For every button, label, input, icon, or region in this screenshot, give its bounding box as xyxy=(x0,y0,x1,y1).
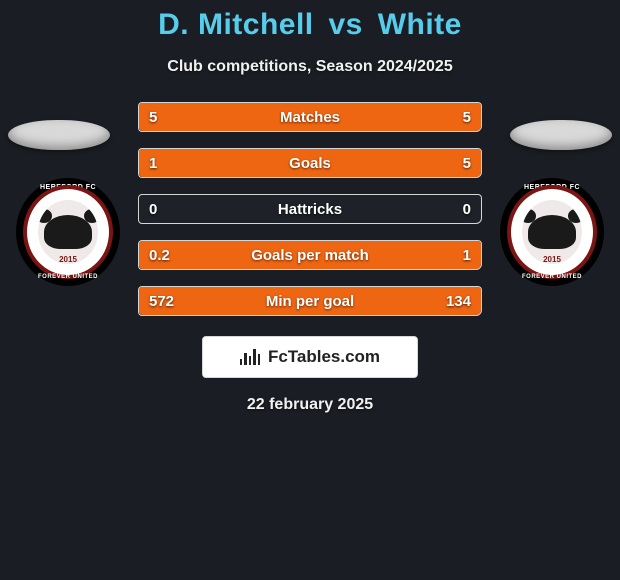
title-vs: vs xyxy=(328,8,362,41)
bar-label: Goals per match xyxy=(251,247,369,264)
bar-left-val: 1 xyxy=(149,155,157,172)
page-title: D. Mitchell vs White xyxy=(158,8,462,42)
stat-bar-gpm: 0.2 Goals per match 1 xyxy=(138,240,482,270)
bar-chart-icon xyxy=(240,349,260,365)
bar-right-val: 0 xyxy=(463,201,471,218)
bull-icon xyxy=(44,215,92,249)
player1-name: D. Mitchell xyxy=(158,8,314,41)
date-stamp: 22 february 2025 xyxy=(247,396,373,414)
stat-bar-hattricks: 0 Hattricks 0 xyxy=(138,194,482,224)
bar-left-val: 572 xyxy=(149,293,174,310)
bar-right-val: 134 xyxy=(446,293,471,310)
comparison-widget: D. Mitchell vs White Club competitions, … xyxy=(0,0,620,414)
brand-text: FcTables.com xyxy=(268,347,380,367)
bar-right-val: 1 xyxy=(463,247,471,264)
stat-bar-goals: 1 Goals 5 xyxy=(138,148,482,178)
bar-label: Min per goal xyxy=(266,293,354,310)
bar-left-val: 5 xyxy=(149,109,157,126)
crest-year: 2015 xyxy=(500,255,604,264)
bar-label: Matches xyxy=(280,109,340,126)
bull-icon xyxy=(528,215,576,249)
bar-right-val: 5 xyxy=(463,109,471,126)
stat-bar-mpg: 572 Min per goal 134 xyxy=(138,286,482,316)
stat-bars: 5 Matches 5 1 Goals 5 0 Hattricks 0 0.2 … xyxy=(138,102,482,316)
bar-fill-left xyxy=(139,149,194,177)
bar-left-val: 0.2 xyxy=(149,247,170,264)
crest-bottom-text: FOREVER UNITED xyxy=(16,274,120,280)
bar-label: Goals xyxy=(289,155,331,172)
bar-left-val: 0 xyxy=(149,201,157,218)
stat-bar-matches: 5 Matches 5 xyxy=(138,102,482,132)
player1-flag xyxy=(8,120,110,150)
subtitle: Club competitions, Season 2024/2025 xyxy=(167,58,452,76)
crest-bottom-text: FOREVER UNITED xyxy=(500,274,604,280)
player2-club-crest: HEREFORD FC 2015 FOREVER UNITED xyxy=(500,178,604,286)
fctables-brand[interactable]: FcTables.com xyxy=(202,336,418,378)
crest-year: 2015 xyxy=(16,255,120,264)
bar-fill-right xyxy=(194,149,481,177)
bar-right-val: 5 xyxy=(463,155,471,172)
player2-flag xyxy=(510,120,612,150)
bar-label: Hattricks xyxy=(278,201,342,218)
player2-name: White xyxy=(378,8,462,41)
player1-club-crest: HEREFORD FC 2015 FOREVER UNITED xyxy=(16,178,120,286)
